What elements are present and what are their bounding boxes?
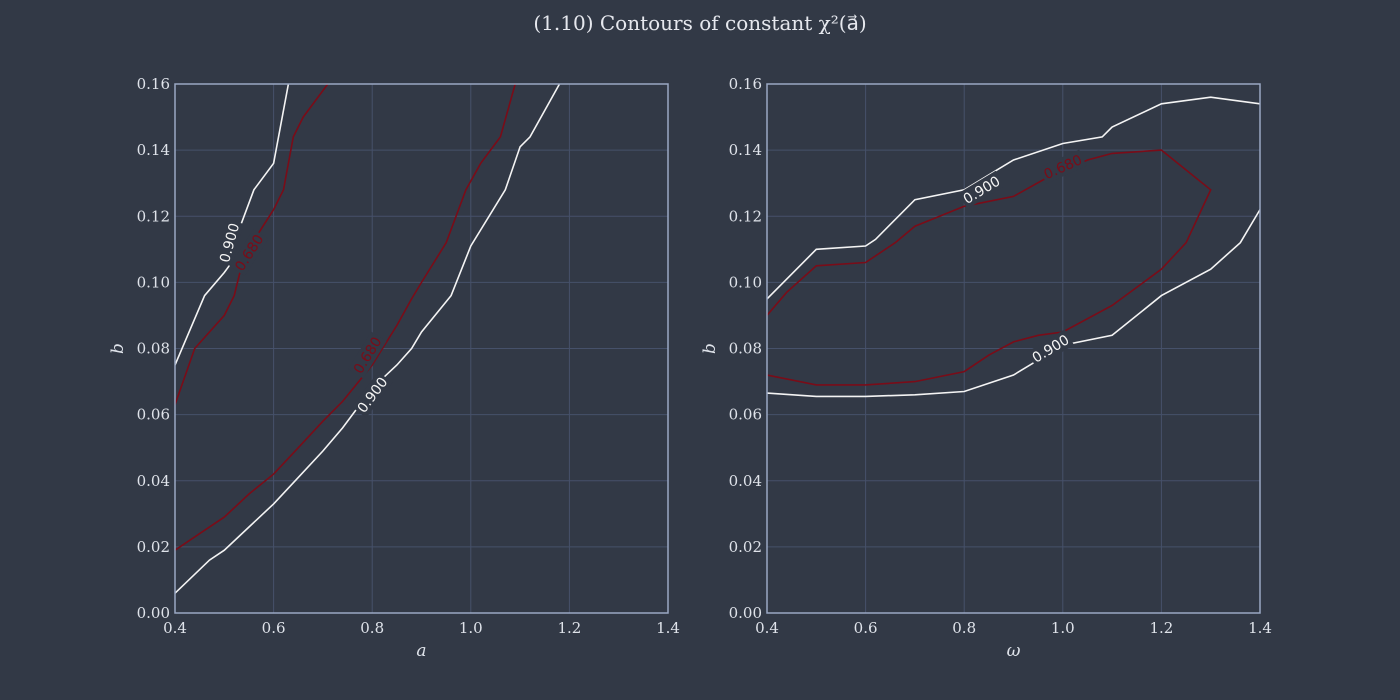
y-tick-label: 0.06: [729, 406, 762, 424]
x-axis-label: ω: [1007, 641, 1021, 661]
contour-label-gap: [1039, 149, 1087, 184]
contour-label-gap: [1027, 329, 1074, 368]
contour-label-0900: 0.900: [1027, 329, 1074, 368]
y-tick-label: 0.02: [729, 538, 762, 556]
x-tick-label: 1.0: [459, 619, 483, 637]
x-tick-label: 1.0: [1051, 619, 1075, 637]
y-tick-label: 0.04: [729, 472, 762, 490]
y-tick-label: 0.14: [137, 141, 170, 159]
contour-line-0680: [175, 84, 516, 551]
y-tick-label: 0.00: [729, 604, 762, 622]
x-tick-label: 1.2: [557, 619, 581, 637]
x-tick-label: 0.8: [952, 619, 976, 637]
x-tick-label: 1.4: [656, 619, 680, 637]
contour-line-0680: [175, 84, 329, 405]
contour-label-text: 0.680: [351, 334, 386, 376]
contour-label-0680: 0.680: [348, 331, 387, 379]
y-tick-label: 0.08: [729, 340, 762, 358]
x-tick-label: 1.2: [1149, 619, 1173, 637]
contour-label-gap: [348, 331, 387, 379]
y-tick-label: 0.00: [137, 604, 170, 622]
y-tick-label: 0.02: [137, 538, 170, 556]
axes-frame: [766, 83, 1261, 614]
contour-label-text: 0.900: [1030, 332, 1073, 366]
contour-label-gap: [214, 219, 244, 267]
x-tick-label: 0.6: [262, 619, 286, 637]
contour-line-0900: [767, 209, 1260, 398]
x-axis-label: a: [416, 641, 426, 661]
contour-label-gap: [229, 229, 269, 276]
contour-line-0900: [767, 96, 1260, 300]
figure-title: (1.10) Contours of constant χ²(a⃗): [533, 11, 866, 35]
y-axis-label: b: [108, 343, 128, 354]
y-tick-label: 0.04: [137, 472, 170, 490]
x-tick-label: 0.6: [854, 619, 878, 637]
contour-line-0680: [767, 149, 1212, 386]
y-tick-label: 0.14: [729, 141, 762, 159]
y-tick-label: 0.12: [729, 207, 762, 225]
y-tick-label: 0.06: [137, 406, 170, 424]
y-tick-label: 0.10: [137, 273, 170, 291]
y-axis-label: b: [700, 343, 720, 354]
y-tick-label: 0.16: [729, 75, 762, 93]
contour-label-gap: [351, 371, 393, 418]
x-tick-label: 0.4: [755, 619, 779, 637]
axes-frame: [174, 83, 669, 614]
y-tick-label: 0.12: [137, 207, 170, 225]
contour-label-gap: [958, 170, 1005, 209]
x-tick-label: 1.4: [1248, 619, 1272, 637]
y-tick-label: 0.08: [137, 340, 170, 358]
x-tick-label: 0.8: [360, 619, 384, 637]
y-tick-label: 0.10: [729, 273, 762, 291]
x-tick-label: 0.4: [163, 619, 187, 637]
y-tick-label: 0.16: [137, 75, 170, 93]
